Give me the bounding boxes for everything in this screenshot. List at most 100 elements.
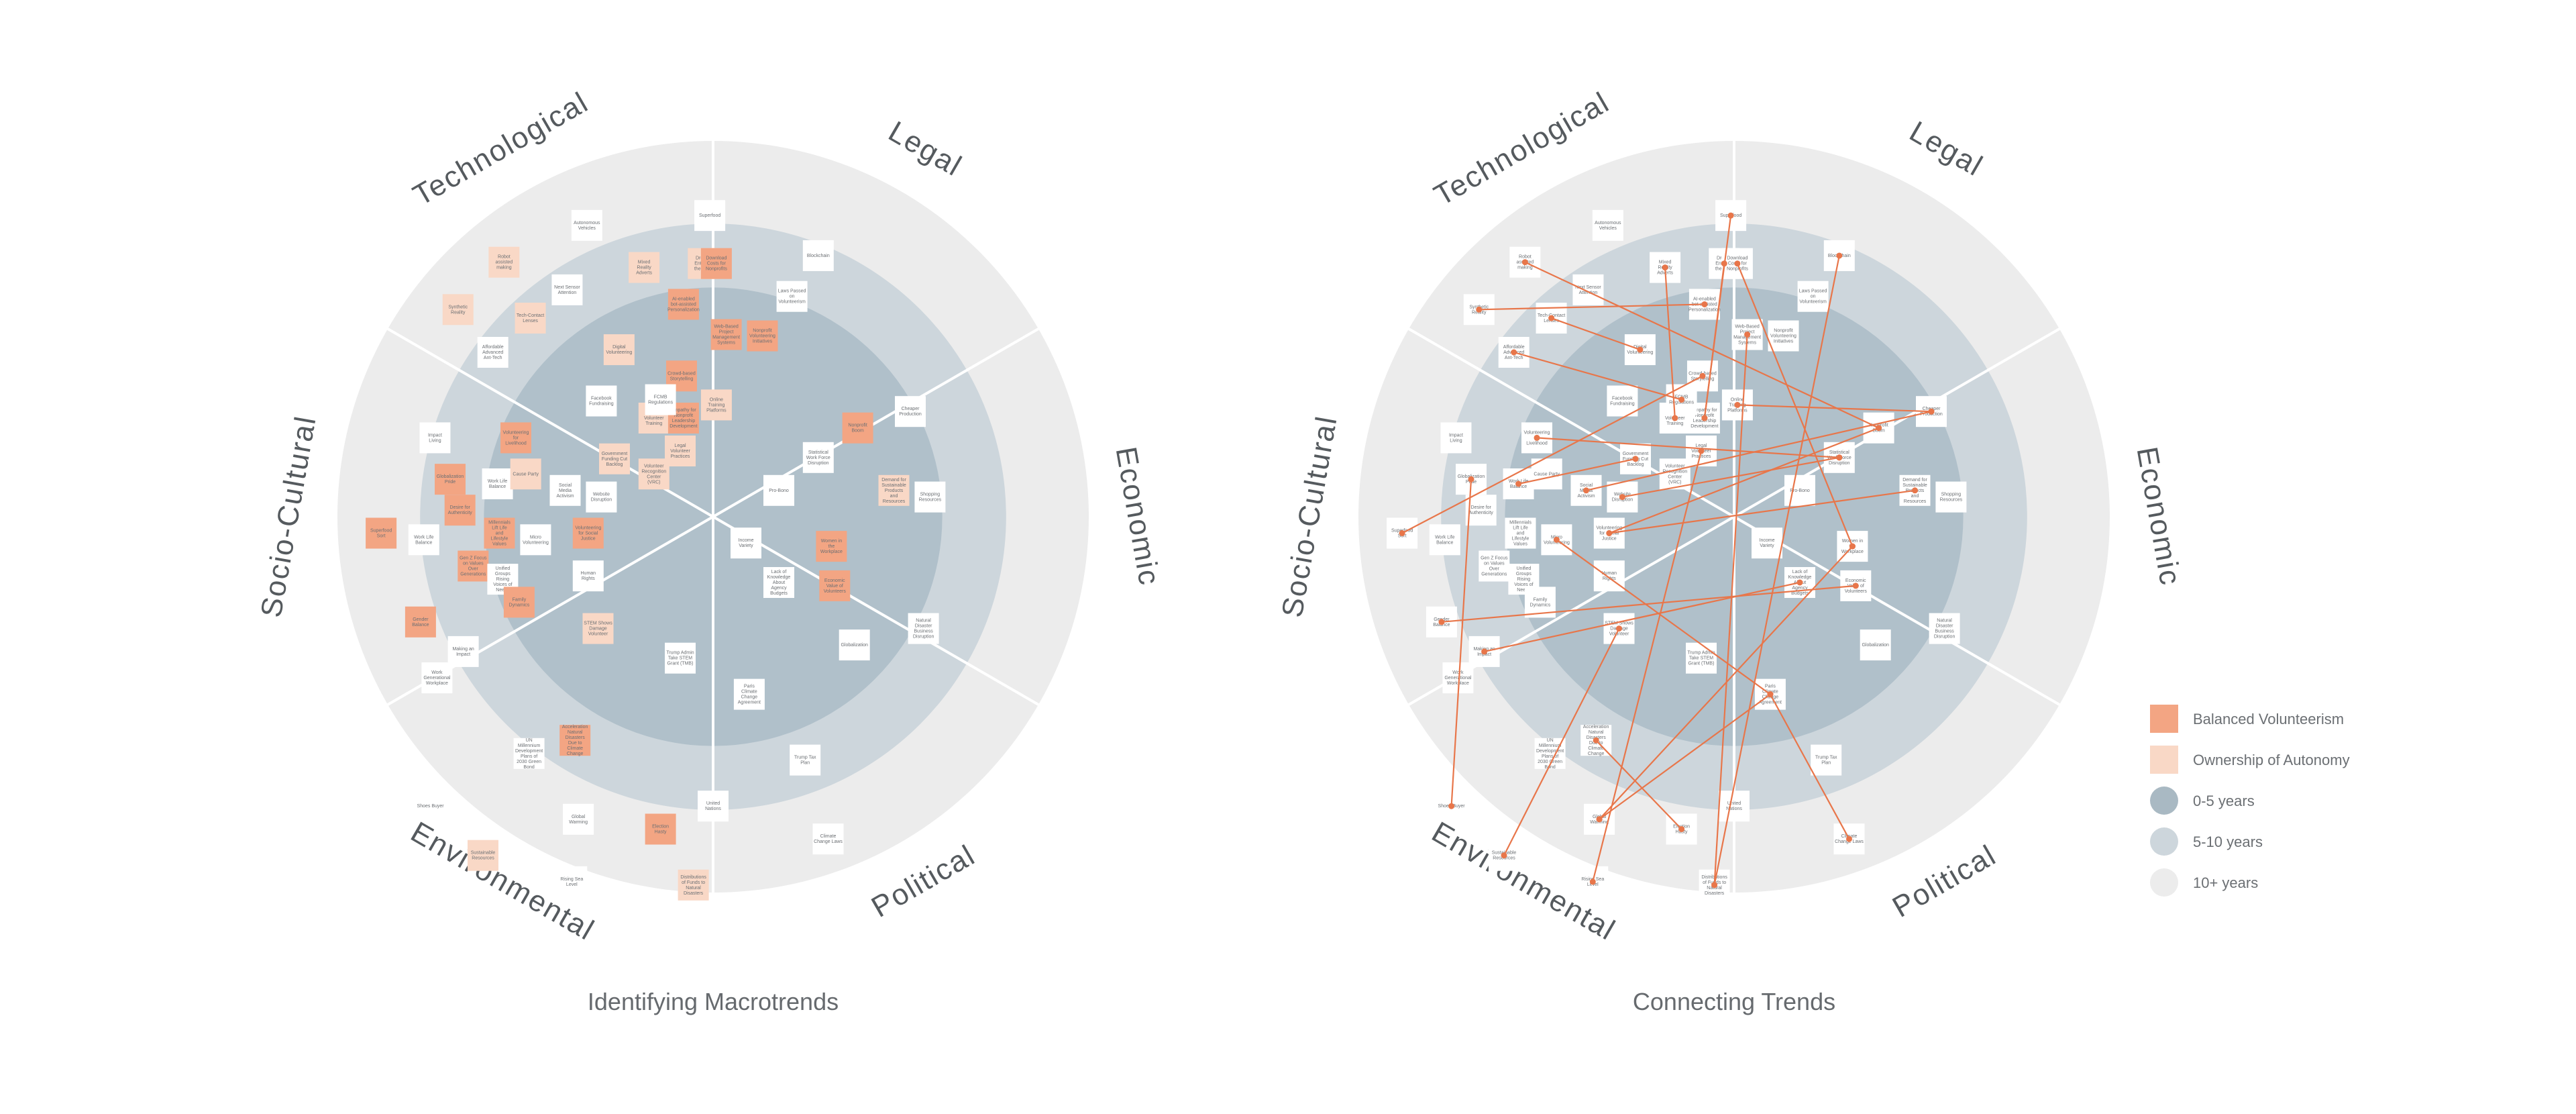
- connection-line: [1736, 263, 1854, 547]
- trend-card-box: [1784, 474, 1815, 506]
- trend-card-box: [731, 527, 761, 559]
- trend-card-box: [510, 458, 541, 490]
- sector-label-legal: Legal: [1904, 115, 1988, 183]
- sector-label-socio-cultural: Socio-Cultural: [255, 413, 323, 619]
- connection-dot: [1553, 536, 1560, 543]
- connection-dot: [1534, 434, 1540, 441]
- trend-card-box: [700, 248, 732, 279]
- trend-label: Natural Disaster Business Disruption: [1934, 619, 1955, 640]
- connection-dot: [1678, 397, 1685, 403]
- trend-label: Unified Groups Rising Voices of Needs: [1514, 566, 1533, 593]
- trend-card: Human Rights: [572, 560, 604, 592]
- trend-connections: [1399, 212, 1935, 889]
- trend-label: Next Sensor Attention: [1575, 285, 1601, 295]
- trend-card-box: [572, 560, 604, 592]
- trend-card: Gen Z Focus on Values Over Generations: [1479, 550, 1510, 582]
- trend-card-box: [415, 791, 446, 822]
- trend-label: Income Variety: [739, 538, 754, 548]
- trend-card-box: [599, 443, 630, 474]
- trend-card-box: [419, 422, 451, 454]
- trend-label: Desire for Authenticity: [448, 505, 473, 515]
- trend-card: Income Variety: [1752, 527, 1782, 559]
- sector-label-economic: Economic: [1110, 444, 1167, 589]
- trend-card-box: [572, 517, 604, 549]
- connection-dot: [1836, 252, 1843, 259]
- trend-label: Globalization: [841, 643, 868, 648]
- connection-dot: [1399, 530, 1405, 536]
- trend-card: Autonomous Vehicles: [571, 209, 602, 241]
- trend-card-box: [1752, 527, 1782, 559]
- legend-label: Balanced Volunteerism: [2193, 711, 2344, 727]
- trend-card-box: [582, 613, 614, 644]
- connection-line: [1713, 255, 1840, 886]
- connection-line: [1518, 458, 1636, 485]
- trend-card-box: [477, 337, 508, 368]
- trend-card: Volunteering for Social Justice: [572, 517, 604, 549]
- trend-card-box: [1592, 209, 1623, 241]
- trend-card-box: [586, 481, 617, 513]
- trend-card-box: [895, 396, 926, 427]
- connection-dot: [1481, 648, 1488, 655]
- connection-dot: [1511, 349, 1517, 356]
- trend-card: Trump Tax Plan: [790, 744, 821, 776]
- trend-card: Natural Disaster Business Disruption: [1929, 613, 1960, 644]
- trend-card-box: [435, 464, 466, 495]
- trend-label: Shopping Resources: [919, 493, 942, 503]
- trend-card: Income Variety: [731, 527, 761, 559]
- trend-label: United Nations: [705, 801, 721, 811]
- trend-card-box: [1768, 320, 1799, 352]
- trend-label: Human Rights: [1602, 571, 1617, 581]
- trend-card: Desire for Authenticity: [444, 495, 476, 526]
- trend-card-box: [700, 389, 732, 421]
- sector-label-socio-cultural: Socio-Cultural: [1276, 413, 1344, 619]
- connection-line: [1503, 628, 1620, 856]
- connection-line: [1592, 450, 1703, 882]
- trend-card-box: [421, 662, 453, 694]
- connection-dot: [1593, 737, 1599, 744]
- connection-line: [1484, 581, 1801, 652]
- legend-label: Ownership of Autonomy: [2193, 752, 2350, 768]
- connection-dot: [1744, 332, 1751, 338]
- trend-label: UN Millennium Development Plans of 2030 Gree…: [1536, 738, 1564, 770]
- trend-card: Trump Admin Take STEM Grant (TMB): [1686, 642, 1717, 674]
- connection-dot: [1852, 583, 1859, 589]
- title-identifying-macrotrends: Identifying Macrotrends: [588, 988, 839, 1015]
- trend-label: Family Dynamics: [509, 597, 530, 607]
- trend-label: Gen Z Focus on Values Over Generations: [460, 556, 487, 577]
- connection-line: [1703, 215, 1732, 419]
- trend-card-box: [1505, 517, 1536, 549]
- trend-card-box: [802, 240, 834, 271]
- trend-card-box: [667, 289, 699, 320]
- trend-card: Globalization: [1860, 629, 1891, 661]
- connection-dot: [1662, 264, 1668, 271]
- sector-label-economic: Economic: [2131, 444, 2188, 589]
- connection-line: [1609, 427, 1879, 534]
- trend-card: Desire for Authenticity: [1465, 495, 1497, 526]
- trend-card-box: [551, 274, 583, 305]
- trend-card-box: [1797, 281, 1829, 312]
- trend-label: Desire for Authenticity: [1469, 505, 1494, 515]
- connection-line: [1595, 740, 1682, 830]
- trend-card: Work Generational Workplace: [421, 662, 453, 694]
- trend-card: Volunteer Recognition Center (VRC): [1659, 458, 1690, 490]
- connection-line: [1536, 437, 1839, 458]
- connection-dot: [1521, 259, 1528, 266]
- connection-dot: [1606, 530, 1613, 536]
- trend-card-box: [802, 442, 834, 473]
